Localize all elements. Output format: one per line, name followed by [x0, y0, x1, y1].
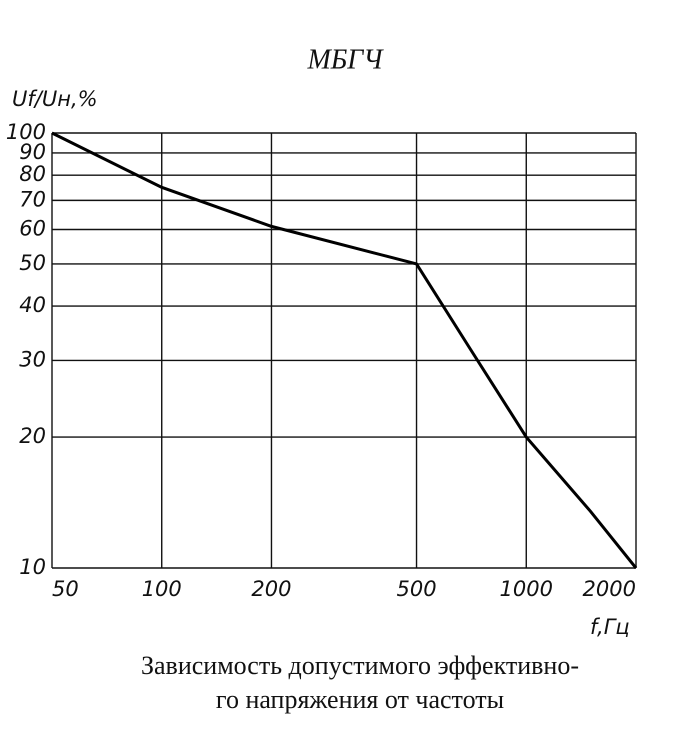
caption: Зависимость допустимого эффективно- — [141, 651, 579, 680]
y-tick-label: 70 — [19, 187, 46, 211]
x-axis-label: f,Гц — [590, 615, 630, 639]
y-tick-label: 90 — [19, 140, 46, 164]
y-tick-label: 20 — [19, 424, 46, 448]
y-axis-label: Uf/Uн,% — [12, 87, 98, 111]
y-tick-label: 40 — [19, 293, 46, 317]
line-series — [51, 131, 638, 569]
y-tick-label: 30 — [19, 347, 46, 371]
y-tick-label: 10 — [19, 555, 46, 579]
y-tick-label: 60 — [19, 217, 46, 241]
y-tick-label: 50 — [19, 251, 46, 275]
x-tick-label: 2000 — [583, 577, 636, 601]
y-tick-label: 80 — [19, 162, 46, 186]
chart-title: МБГЧ — [306, 44, 384, 75]
x-tick-label: 200 — [251, 577, 291, 601]
x-tick-label: 100 — [142, 577, 182, 601]
x-tick-label: 500 — [396, 577, 436, 601]
x-tick-label: 50 — [52, 577, 79, 601]
caption: го напряжения от частоты — [216, 685, 504, 714]
y-tick-label: 100 — [6, 120, 46, 144]
x-tick-label: 1000 — [500, 577, 553, 601]
